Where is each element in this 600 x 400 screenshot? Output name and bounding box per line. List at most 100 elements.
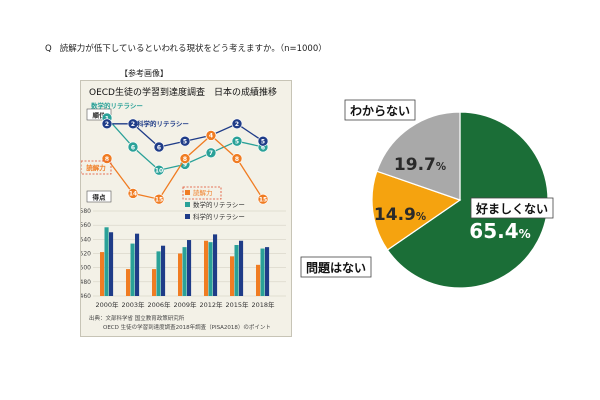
score-label-box bbox=[86, 190, 112, 203]
panel-title: OECD生徒の学習到達度調査 日本の成績推移 bbox=[89, 86, 277, 98]
pie-label-2: わからない bbox=[350, 104, 410, 118]
rank-value-0-6: 6 bbox=[261, 144, 265, 151]
pie-slice-0 bbox=[386, 111, 549, 289]
year-label-0: 2000年 bbox=[95, 300, 119, 309]
legend-label-0: 読解力 bbox=[193, 188, 213, 197]
year-label-2: 2006年 bbox=[147, 300, 171, 309]
score-bar-1-5 bbox=[234, 245, 239, 296]
rank-value-0-5: 5 bbox=[235, 139, 239, 146]
score-bar-2-2 bbox=[161, 245, 166, 296]
score-tick-3: 520 bbox=[81, 251, 91, 258]
score-bar-1-2 bbox=[156, 251, 161, 296]
rank-marker-1-3 bbox=[179, 135, 191, 147]
score-bar-1-1 bbox=[130, 243, 135, 296]
rank-value-2-1: 14 bbox=[129, 191, 137, 198]
legend-label-1: 数学的リテラシー bbox=[193, 200, 245, 209]
question-prefix: Q bbox=[45, 44, 52, 54]
rank-value-1-1: 2 bbox=[131, 121, 135, 128]
source-line-2: OECD 生徒の学習到達度調査2018年調査（PISA2018）のポイント bbox=[103, 325, 271, 331]
rank-marker-1-0 bbox=[101, 118, 113, 130]
pie-value-unit-1: % bbox=[416, 212, 426, 223]
reference-label: 【参考画像】 bbox=[120, 69, 168, 78]
score-bar-1-6 bbox=[260, 248, 265, 296]
question-text: 読解力が低下しているといわれる現状をどう考えますか。（n=1000） bbox=[59, 44, 327, 54]
year-label-6: 2018年 bbox=[251, 300, 275, 309]
rank-value-1-3: 5 bbox=[183, 139, 187, 146]
rank-value-0-1: 6 bbox=[131, 144, 135, 151]
source-line-1: 出典：文部科学省 国立教育政策研究所 bbox=[89, 316, 185, 322]
rank-marker-1-5 bbox=[231, 118, 243, 130]
rank-value-1-0: 2 bbox=[105, 121, 109, 128]
rank-marker-2-3 bbox=[179, 153, 191, 164]
survey-question: Q 読解力が低下しているといわれる現状をどう考えますか。（n=1000） bbox=[45, 42, 327, 54]
score-tick-1: 480 bbox=[81, 279, 91, 286]
score-bar-0-4 bbox=[204, 240, 209, 296]
pie-value-0: 65.4% bbox=[469, 219, 530, 243]
score-tick-6: 580 bbox=[81, 208, 91, 215]
rank-label-science: 科学的リテラシー bbox=[137, 119, 189, 128]
rank-marker-0-1 bbox=[127, 141, 139, 153]
rank-marker-2-5 bbox=[231, 153, 243, 164]
pie-label-0: 好ましくない bbox=[475, 201, 548, 216]
rank-marker-0-4 bbox=[205, 147, 217, 159]
score-bar-0-5 bbox=[230, 256, 235, 296]
rank-marker-0-2 bbox=[153, 164, 165, 176]
rank-marker-0-5 bbox=[231, 135, 243, 147]
legend-reading-box bbox=[182, 186, 222, 200]
rank-label-reading-box bbox=[81, 160, 112, 175]
rank-value-1-5: 2 bbox=[235, 121, 239, 128]
score-bar-2-1 bbox=[135, 233, 140, 296]
pie-value-number-0: 65.4 bbox=[469, 219, 518, 243]
pie-value-unit-2: % bbox=[436, 162, 446, 173]
rank-marker-1-6 bbox=[257, 135, 269, 147]
pie-label-1: 問題はない bbox=[306, 261, 366, 275]
score-bar-1-4 bbox=[208, 242, 213, 296]
score-bar-1-0 bbox=[104, 227, 109, 296]
pisa-reference-panel: OECD生徒の学習到達度調査 日本の成績推移順位1610975622654258… bbox=[80, 80, 292, 337]
rank-value-2-2: 15 bbox=[155, 197, 163, 204]
pie-value-number-1: 14.9 bbox=[374, 205, 416, 225]
year-label-1: 2003年 bbox=[121, 300, 145, 309]
score-bar-0-1 bbox=[126, 269, 131, 296]
pie-label-box-2 bbox=[344, 99, 416, 121]
rank-marker-2-4 bbox=[205, 130, 217, 141]
pie-label-box-1 bbox=[300, 256, 372, 278]
score-tick-2: 500 bbox=[81, 265, 91, 272]
score-label: 得点 bbox=[92, 193, 107, 202]
score-tick-0: 460 bbox=[81, 293, 91, 300]
pisa-chart: OECD生徒の学習到達度調査 日本の成績推移順位1610975622654258… bbox=[81, 86, 286, 309]
pie-value-1: 14.9% bbox=[374, 205, 426, 225]
year-label-4: 2012年 bbox=[199, 300, 223, 309]
rank-value-0-2: 10 bbox=[155, 168, 163, 175]
rank-marker-1-1 bbox=[127, 118, 139, 130]
rank-label-reading: 読解力 bbox=[86, 163, 106, 172]
score-tick-5: 560 bbox=[81, 222, 91, 229]
score-bar-0-0 bbox=[100, 252, 105, 296]
score-tick-4: 540 bbox=[81, 236, 91, 243]
score-bar-2-4 bbox=[213, 234, 218, 296]
year-label-5: 2015年 bbox=[225, 300, 249, 309]
rank-value-1-6: 5 bbox=[261, 139, 265, 146]
rank-value-0-4: 7 bbox=[209, 150, 213, 157]
year-label-3: 2009年 bbox=[173, 300, 197, 309]
rank-value-2-4: 4 bbox=[209, 133, 213, 140]
score-bar-2-5 bbox=[239, 240, 244, 296]
rank-label: 順位 bbox=[92, 111, 107, 120]
rank-marker-1-2 bbox=[153, 141, 165, 153]
score-bar-1-3 bbox=[182, 247, 187, 296]
rank-value-2-5: 8 bbox=[235, 156, 239, 163]
pie-slice-1 bbox=[371, 170, 462, 251]
rank-value-2-6: 15 bbox=[259, 197, 267, 204]
pie-value-2: 19.7% bbox=[394, 155, 446, 175]
score-bar-2-3 bbox=[187, 240, 192, 296]
score-bar-0-3 bbox=[178, 253, 183, 296]
rank-marker-2-2 bbox=[153, 193, 165, 205]
score-bar-2-0 bbox=[109, 232, 114, 296]
rank-value-2-3: 8 bbox=[183, 156, 187, 163]
rank-value-1-2: 6 bbox=[157, 144, 161, 151]
legend-swatch-2 bbox=[185, 214, 190, 219]
legend-swatch-0 bbox=[185, 190, 190, 195]
pie-label-box-0 bbox=[470, 197, 554, 219]
